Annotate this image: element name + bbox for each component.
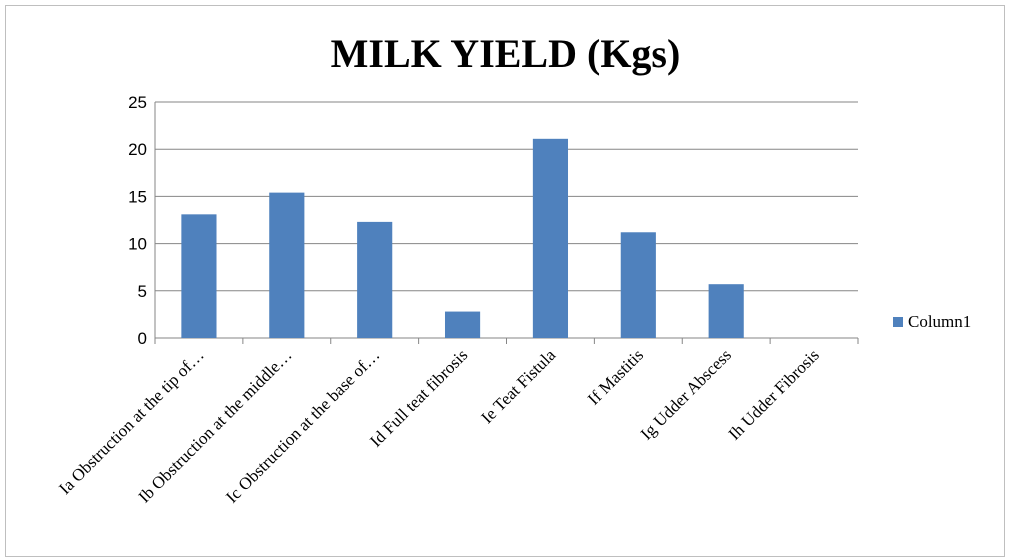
x-category-label: If Mastitis xyxy=(584,345,647,408)
x-category-label: Ic Obstruction at the base of… xyxy=(222,345,383,506)
bar xyxy=(708,284,744,338)
bar xyxy=(532,138,569,338)
x-category-label: Ie Teat Fistula xyxy=(477,345,559,427)
y-tick-label: 20 xyxy=(128,140,147,159)
bar xyxy=(357,221,393,338)
chart-title: MILK YIELD (Kgs) xyxy=(330,31,681,76)
y-tick-label: 15 xyxy=(128,187,147,206)
x-category-label: Ib Obstruction at the middle… xyxy=(135,345,296,506)
y-tick-label: 0 xyxy=(138,329,147,348)
legend-label: Column1 xyxy=(908,312,972,331)
x-category-label: Id Full teat fibrosis xyxy=(366,345,471,450)
y-tick-label: 25 xyxy=(128,93,147,112)
bar xyxy=(444,311,481,338)
x-category-label: Ig Udder Abscess xyxy=(637,345,735,443)
bar xyxy=(620,232,656,338)
y-tick-label: 10 xyxy=(128,235,147,254)
chart-frame xyxy=(5,5,1005,557)
y-tick-label: 5 xyxy=(138,282,147,301)
x-category-label: Ia Obstruction at the tip of… xyxy=(55,345,208,498)
legend-swatch xyxy=(893,317,903,327)
x-category-label: Ih Udder Fibrosis xyxy=(725,345,823,443)
bar xyxy=(269,192,305,338)
legend: Column1 xyxy=(893,312,971,332)
bar xyxy=(181,214,217,338)
